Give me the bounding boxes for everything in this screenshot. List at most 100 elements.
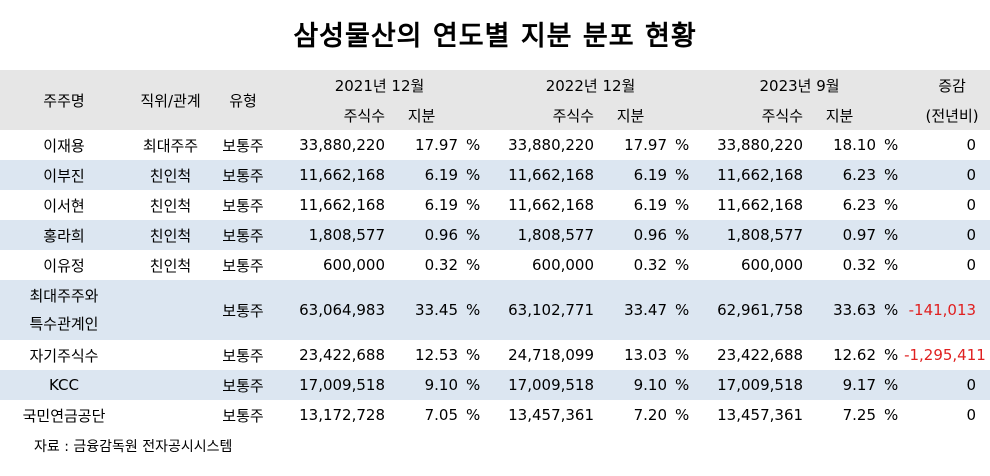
- table-row: 자기주식수 보통주 23,422,688 12.53 % 24,718,099 …: [0, 340, 990, 370]
- stake-2023: 6.23: [842, 196, 877, 214]
- header-stake-2021: 지분: [385, 100, 458, 130]
- shares-2022: 33,880,220: [508, 136, 595, 154]
- holder-relation: 친인척: [149, 196, 192, 215]
- stake-2023: 0.32: [842, 256, 877, 274]
- pct-sign: %: [667, 370, 696, 400]
- table-row: 국민연금공단 보통주 13,172,728 7.05 % 13,457,361 …: [0, 400, 990, 430]
- shares-2023: 17,009,518: [695, 370, 804, 400]
- pct-sign: %: [458, 280, 487, 340]
- change-value: 0: [966, 196, 977, 214]
- shares-2023: 13,457,361: [717, 406, 804, 424]
- header-type: 유형: [213, 70, 273, 130]
- shares-2021: 17,009,518: [273, 370, 385, 400]
- pct-sign: %: [876, 280, 905, 340]
- stake-2021: 0.32: [424, 256, 458, 274]
- table-row: KCC 보통주 17,009,518 9.10 % 17,009,518 9.1…: [0, 370, 990, 400]
- table-row: 이부진 친인척 보통주 11,662,168 6.19 % 11,662,168…: [0, 160, 990, 190]
- holder-relation: 친인척: [128, 160, 213, 190]
- share-type: 보통주: [222, 136, 264, 155]
- holder-relation: 친인척: [128, 220, 213, 250]
- shares-2023: 1,808,577: [695, 220, 804, 250]
- pct-sign: %: [667, 280, 696, 340]
- pct-sign: %: [884, 256, 899, 274]
- shares-2021: 1,808,577: [273, 220, 385, 250]
- holder-relation: [128, 280, 213, 340]
- shares-2021: 11,662,168: [299, 196, 385, 214]
- shares-2021: 63,064,983: [273, 280, 385, 340]
- holder-name: 최대주주와 특수관계인: [0, 280, 128, 340]
- share-type: 보통주: [222, 406, 264, 425]
- holder-name: 이유정: [43, 256, 85, 275]
- stake-2023: 6.23: [803, 160, 877, 190]
- pct-sign: %: [884, 136, 899, 154]
- header-stake-2022: 지분: [594, 100, 668, 130]
- pct-sign: %: [667, 160, 696, 190]
- holder-name-line1: 최대주주와: [29, 287, 99, 305]
- stake-2022: 6.19: [633, 196, 668, 214]
- share-type: 보통주: [222, 256, 264, 275]
- stake-2023: 7.25: [842, 406, 877, 424]
- pct-sign: %: [466, 346, 481, 364]
- pct-sign: %: [466, 406, 481, 424]
- pct-sign: %: [675, 256, 690, 274]
- holder-relation: [128, 340, 213, 370]
- change-value: 0: [966, 406, 977, 424]
- stake-2023: 9.17: [803, 370, 877, 400]
- header-row-1: 주주명 직위/관계 유형 2021년 12월 2022년 12월 2023년 9…: [0, 70, 990, 130]
- header-change-sub: (전년비): [904, 100, 990, 130]
- stake-2023: 12.62: [833, 346, 877, 364]
- holder-name: 이부진: [0, 160, 128, 190]
- stake-2023: 18.10: [833, 136, 877, 154]
- header-shares-2023: 주식수: [695, 100, 804, 130]
- shares-2021: 600,000: [322, 256, 385, 274]
- pct-sign: %: [884, 406, 899, 424]
- header-year-2022: 2022년 12월: [486, 70, 696, 100]
- change-value: 0: [966, 136, 977, 154]
- header-shares-2022: 주식수: [486, 100, 595, 130]
- shares-2021: 13,172,728: [299, 406, 385, 424]
- header-change: 증감: [904, 70, 990, 100]
- shares-2022: 17,009,518: [486, 370, 595, 400]
- pct-sign: %: [458, 370, 487, 400]
- share-type: 보통주: [213, 220, 273, 250]
- header-row-2: 주식수 지분 주식수 지분 주식수 지분 (전년비): [0, 100, 990, 130]
- stake-2023: 0.97: [803, 220, 877, 250]
- header-position: 직위/관계: [128, 70, 213, 130]
- holder-name: 이서현: [43, 196, 85, 215]
- share-type: 보통주: [222, 196, 264, 215]
- header-year-2021: 2021년 12월: [273, 70, 487, 100]
- shares-2023: 11,662,168: [695, 160, 804, 190]
- holder-name-line2: 특수관계인: [29, 315, 99, 333]
- shares-2022: 600,000: [531, 256, 595, 274]
- pct-sign: %: [876, 160, 905, 190]
- change-value: -1,295,411: [904, 346, 986, 364]
- shares-2022: 63,102,771: [486, 280, 595, 340]
- shares-2023: 33,880,220: [717, 136, 804, 154]
- shares-2021: 23,422,688: [299, 346, 385, 364]
- stake-2022: 6.19: [594, 160, 668, 190]
- shares-2023: 600,000: [741, 256, 804, 274]
- stake-2021: 6.19: [385, 160, 458, 190]
- stake-2022: 13.03: [624, 346, 668, 364]
- holder-name: 홍라희: [0, 220, 128, 250]
- table-row: 이유정 친인척 보통주 600,000 0.32 % 600,000 0.32 …: [0, 250, 990, 280]
- stake-2022: 0.32: [633, 256, 668, 274]
- holder-relation: 친인척: [149, 256, 192, 275]
- pct-sign: %: [675, 406, 690, 424]
- change-value: 0: [966, 256, 977, 274]
- stake-2022: 17.97: [624, 136, 668, 154]
- holder-name: 이재용: [43, 136, 85, 155]
- shares-2022: 13,457,361: [508, 406, 595, 424]
- shares-2022: 1,808,577: [486, 220, 595, 250]
- stake-2021: 0.96: [385, 220, 458, 250]
- page-title: 삼성물산의 연도별 지분 분포 현황: [293, 21, 697, 52]
- table-row: 이서현 친인척 보통주 11,662,168 6.19 % 11,662,168…: [0, 190, 990, 220]
- stake-2023: 33.63: [803, 280, 877, 340]
- pct-sign: %: [884, 346, 899, 364]
- shares-2021: 11,662,168: [273, 160, 385, 190]
- share-type: 보통주: [213, 160, 273, 190]
- stake-2022: 0.96: [594, 220, 668, 250]
- pct-sign: %: [876, 370, 905, 400]
- shares-2023: 62,961,758: [695, 280, 804, 340]
- header-year-2023: 2023년 9월: [695, 70, 905, 100]
